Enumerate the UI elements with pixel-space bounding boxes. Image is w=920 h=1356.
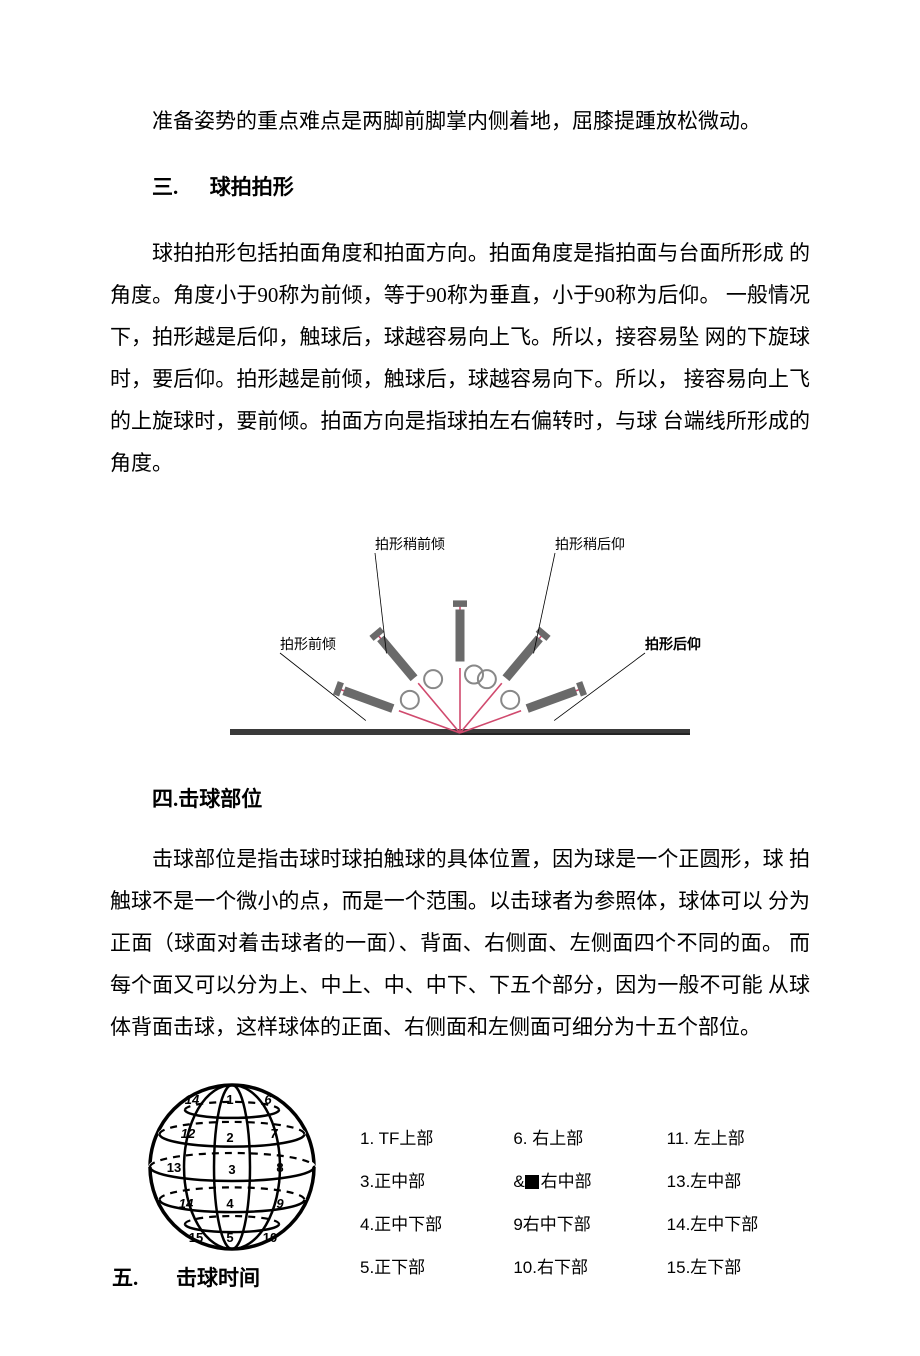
svg-text:15: 15 [189,1230,203,1245]
position-label-cell: 4.正中下部 [360,1210,503,1235]
svg-text:9: 9 [276,1196,284,1211]
position-label-cell: 11. 左上部 [667,1124,810,1149]
svg-text:14: 14 [179,1196,194,1211]
paragraph-4: 击球部位是指击球时球拍触球的具体位置，因为球是一个正圆形，球 拍触球不是一个微小… [110,838,810,1048]
heading-5-title: 击球时间 [176,1266,260,1290]
svg-text:7: 7 [270,1126,278,1141]
position-label-cell: 6. 右上部 [513,1124,656,1149]
svg-text:12: 12 [181,1126,196,1141]
svg-text:14: 14 [185,1092,200,1107]
sphere-diagram: 14 1 6 12 2 7 13 3 8 14 4 9 15 5 10 五. 击球时间 [110,1072,330,1296]
position-labels-table: 1. TF上部 6. 右上部 11. 左上部 3.正中部&右中部 13.左中部 4.正中下… [330,1124,810,1296]
position-label-cell: 5.正下部 [360,1253,503,1278]
position-label-cell: 14.左中下部 [667,1210,810,1235]
position-label-cell: 15.左下部 [667,1253,810,1278]
heading-4: 四.击球部位 [110,778,810,820]
svg-text:3: 3 [228,1162,235,1177]
heading-3: 三. 球拍拍形 [110,166,810,208]
svg-text:拍形后仰: 拍形后仰 [645,636,701,652]
svg-text:6: 6 [264,1092,272,1107]
paddle-angle-diagram: 拍形前倾 拍形稍前倾 拍形稍后仰拍形后仰 [200,508,720,748]
position-label-cell: 13.左中部 [667,1167,810,1192]
svg-text:13: 13 [167,1160,181,1175]
heading-5-number: 五. [112,1266,138,1290]
position-label-cell: 10.右下部 [513,1253,656,1278]
sphere-row: 14 1 6 12 2 7 13 3 8 14 4 9 15 5 10 五. 击球时间 1. TF上部 6. 右… [110,1072,810,1296]
intro-paragraph: 准备姿势的重点难点是两脚前脚掌内侧着地，屈膝提踵放松微动。 [110,100,810,142]
heading-5: 五. 击球时间 [110,1262,330,1296]
heading-4-title: 击球部位 [178,787,262,811]
heading-3-title: 球拍拍形 [210,175,294,199]
svg-text:拍形前倾: 拍形前倾 [280,636,336,652]
svg-text:2: 2 [226,1130,233,1145]
sphere-svg: 14 1 6 12 2 7 13 3 8 14 4 9 15 5 10 [130,1072,330,1262]
paddle-angle-svg: 拍形前倾 拍形稍前倾 拍形稍后仰拍形后仰 [200,508,720,748]
svg-text:拍形稍前倾: 拍形稍前倾 [375,536,445,552]
position-label-cell: 3.正中部 [360,1167,503,1192]
heading-4-number: 四. [152,787,178,811]
svg-text:4: 4 [226,1196,234,1211]
svg-text:8: 8 [276,1160,283,1175]
position-label-cell: 1. TF上部 [360,1124,503,1149]
heading-3-number: 三. [152,175,178,199]
svg-text:10: 10 [263,1230,277,1245]
svg-text:拍形稍后仰: 拍形稍后仰 [555,536,625,552]
position-label-cell: &右中部 [513,1167,656,1192]
paragraph-3: 球拍拍形包括拍面角度和拍面方向。拍面角度是指拍面与台面所形成 的角度。角度小于9… [110,232,810,484]
document-page: 准备姿势的重点难点是两脚前脚掌内侧着地，屈膝提踵放松微动。 三. 球拍拍形 球拍拍… [0,0,920,1356]
svg-text:5: 5 [226,1230,233,1245]
svg-text:1: 1 [226,1092,233,1107]
position-label-cell: 9右中下部 [513,1210,656,1235]
